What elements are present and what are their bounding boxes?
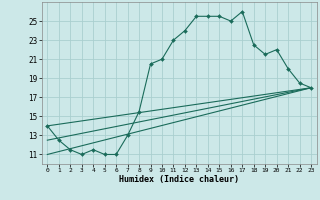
X-axis label: Humidex (Indice chaleur): Humidex (Indice chaleur)	[119, 175, 239, 184]
